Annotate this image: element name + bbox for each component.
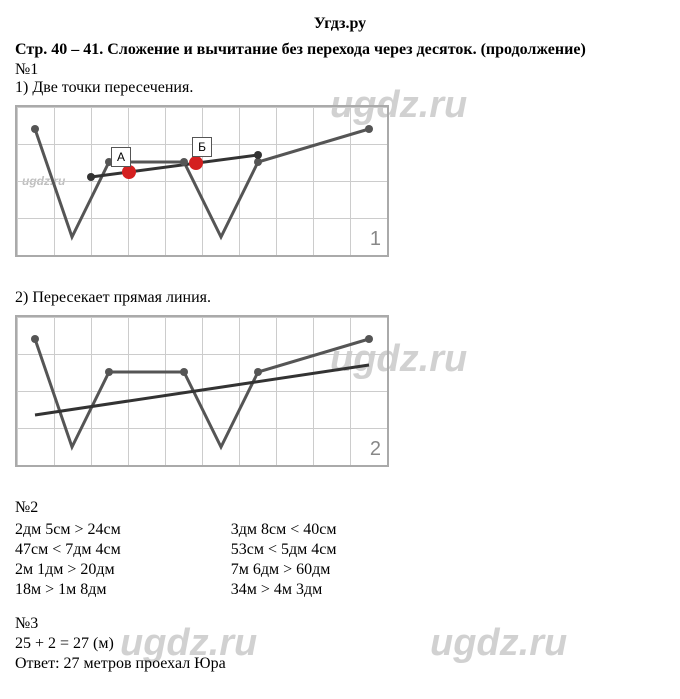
intersection-dot-a — [122, 165, 136, 179]
vertex-dot — [254, 151, 262, 159]
task1-num: №1 — [15, 61, 665, 79]
panel-number-2: 2 — [370, 438, 381, 461]
task3-calc: 25 + 2 = 27 (м) — [15, 635, 665, 653]
grid-svg-1 — [17, 107, 387, 255]
intersection-dot-b — [189, 156, 203, 170]
comparisons-left: 2дм 5см > 24см 47см < 7дм 4см 2м 1дм > 2… — [15, 521, 121, 601]
task1-part2-text: 2) Пересекает прямая линия. — [15, 289, 665, 307]
page-title: Стр. 40 – 41. Сложение и вычитание без п… — [15, 41, 665, 59]
comp-row: 7м 6дм > 60дм — [231, 561, 337, 579]
vertex-dot — [365, 125, 373, 133]
comp-row: 34м > 4м 3дм — [231, 581, 337, 599]
task2-num: №2 — [15, 499, 665, 517]
grid-panel-1: А Б 1 — [15, 105, 389, 257]
task3-answer: Ответ: 27 метров проехал Юра — [15, 655, 665, 673]
comparisons-block: 2дм 5см > 24см 47см < 7дм 4см 2м 1дм > 2… — [15, 521, 665, 601]
vertex-dot — [365, 335, 373, 343]
vertex-dot — [31, 335, 39, 343]
grid-svg-2 — [17, 317, 387, 465]
comp-row: 53см < 5дм 4см — [231, 541, 337, 559]
vertex-dot — [180, 368, 188, 376]
comp-row: 47см < 7дм 4см — [15, 541, 121, 559]
vertex-dot — [254, 158, 262, 166]
vertex-dot — [87, 173, 95, 181]
comp-row: 2дм 5см > 24см — [15, 521, 121, 539]
comp-row: 3дм 8см < 40см — [231, 521, 337, 539]
label-a: А — [111, 147, 131, 167]
grid-panel-2: 2 — [15, 315, 389, 467]
task3-block: №3 25 + 2 = 27 (м) Ответ: 27 метров прое… — [15, 615, 665, 673]
panel-number-1: 1 — [370, 228, 381, 251]
vertex-dot — [180, 158, 188, 166]
vertex-dot — [31, 125, 39, 133]
vertex-dot — [254, 368, 262, 376]
task1-part1-text: 1) Две точки пересечения. — [15, 79, 665, 97]
comp-row: 2м 1дм > 20дм — [15, 561, 121, 579]
label-b: Б — [192, 137, 212, 157]
task3-num: №3 — [15, 615, 665, 633]
zigzag-line-2 — [35, 339, 369, 447]
vertex-dot — [105, 368, 113, 376]
comp-row: 18м > 1м 8дм — [15, 581, 121, 599]
site-header: Угдз.ру — [15, 15, 665, 33]
comparisons-right: 3дм 8см < 40см 53см < 5дм 4см 7м 6дм > 6… — [231, 521, 337, 601]
